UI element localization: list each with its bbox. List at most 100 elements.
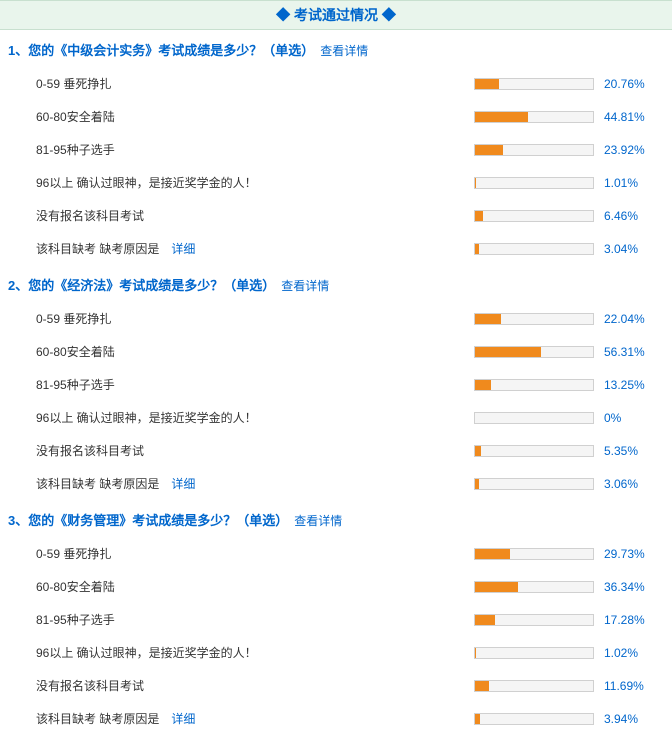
percent-value: 36.34% — [604, 580, 664, 594]
option-label: 96以上 确认过眼神，是接近奖学金的人！ — [8, 409, 308, 426]
bar-fill — [475, 79, 499, 89]
option-label-text: 0-59 垂死挣扎 — [36, 312, 111, 326]
option-label: 60-80安全着陆 — [8, 108, 308, 125]
option-label: 0-59 垂死挣扎 — [8, 545, 308, 562]
bar-track — [474, 144, 594, 156]
section-header: ◆ 考试通过情况 ◆ — [0, 0, 672, 30]
percent-value: 29.73% — [604, 547, 664, 561]
percent-value: 1.01% — [604, 176, 664, 190]
bar-track — [474, 346, 594, 358]
bar-track — [474, 445, 594, 457]
option-label: 该科目缺考 缺考原因是详细 — [8, 475, 308, 492]
bar-track — [474, 210, 594, 222]
percent-value: 1.02% — [604, 646, 664, 660]
option-label: 96以上 确认过眼神，是接近奖学金的人！ — [8, 174, 308, 191]
view-details-link[interactable]: 查看详情 — [320, 44, 368, 58]
option-row: 没有报名该科目考试 5.35% — [8, 434, 664, 467]
view-details-link[interactable]: 查看详情 — [294, 514, 342, 528]
percent-value: 17.28% — [604, 613, 664, 627]
option-label: 81-95种子选手 — [8, 376, 308, 393]
option-label-text: 该科目缺考 缺考原因是 — [36, 712, 159, 726]
question-block: 2、您的《经济法》考试成绩是多少？（单选） 查看详情 0-59 垂死挣扎22.04%… — [0, 265, 672, 500]
percent-value: 20.76% — [604, 77, 664, 91]
option-label: 没有报名该科目考试 — [8, 207, 308, 224]
option-row: 60-80安全着陆44.81% — [8, 100, 664, 133]
bar-fill — [475, 211, 483, 221]
detail-link[interactable]: 详细 — [171, 477, 195, 491]
option-row: 96以上 确认过眼神，是接近奖学金的人！ 1.02% — [8, 636, 664, 669]
option-row: 0-59 垂死挣扎22.04% — [8, 302, 664, 335]
percent-value: 3.94% — [604, 712, 664, 726]
bar-fill — [475, 549, 510, 559]
option-label-text: 96以上 确认过眼神，是接近奖学金的人！ — [36, 646, 257, 660]
detail-link[interactable]: 详细 — [171, 242, 195, 256]
bar-fill — [475, 380, 491, 390]
option-row: 该科目缺考 缺考原因是详细 3.94% — [8, 702, 664, 735]
option-label-text: 该科目缺考 缺考原因是 — [36, 477, 159, 491]
percent-value: 3.04% — [604, 242, 664, 256]
question-block: 3、您的《财务管理》考试成绩是多少？（单选）查看详情 0-59 垂死挣扎 29.73… — [0, 500, 672, 735]
option-label: 81-95种子选手 — [8, 141, 308, 158]
bar-fill — [475, 347, 541, 357]
option-label-text: 没有报名该科目考试 — [36, 679, 144, 693]
option-label: 96以上 确认过眼神，是接近奖学金的人！ — [8, 644, 308, 661]
option-row: 81-95种子选手 23.92% — [8, 133, 664, 166]
question-title: 3、您的《财务管理》考试成绩是多少？（单选）查看详情 — [8, 504, 664, 537]
question-index: 1、 — [8, 43, 28, 58]
option-label-text: 该科目缺考 缺考原因是 — [36, 242, 159, 256]
bar-track — [474, 713, 594, 725]
bar-track — [474, 478, 594, 490]
option-row: 81-95种子选手 17.28% — [8, 603, 664, 636]
section-title: 考试通过情况 — [294, 7, 378, 23]
bar-track — [474, 243, 594, 255]
option-label-text: 96以上 确认过眼神，是接近奖学金的人！ — [36, 176, 257, 190]
bar-fill — [475, 112, 528, 122]
bar-fill — [475, 314, 501, 324]
bar-fill — [475, 648, 476, 658]
bar-fill — [475, 244, 479, 254]
option-row: 60-80安全着陆 36.34% — [8, 570, 664, 603]
percent-value: 56.31% — [604, 345, 664, 359]
question-index: 2、 — [8, 278, 28, 293]
option-label: 81-95种子选手 — [8, 611, 308, 628]
questions-container: 1、您的《中级会计实务》考试成绩是多少？（单选）查看详情 0-59 垂死挣扎 20.… — [0, 30, 672, 735]
question-title: 1、您的《中级会计实务》考试成绩是多少？（单选）查看详情 — [8, 34, 664, 67]
view-details-link[interactable]: 查看详情 — [281, 279, 329, 293]
option-row: 81-95种子选手 13.25% — [8, 368, 664, 401]
option-label: 60-80安全着陆 — [8, 578, 308, 595]
percent-value: 23.92% — [604, 143, 664, 157]
bar-fill — [475, 178, 476, 188]
option-label: 没有报名该科目考试 — [8, 677, 308, 694]
option-label: 0-59 垂死挣扎 — [8, 310, 308, 327]
question-text: 您的《经济法》考试成绩是多少？（单选） — [28, 278, 275, 293]
percent-value: 3.06% — [604, 477, 664, 491]
option-label-text: 81-95种子选手 — [36, 613, 115, 627]
option-label: 没有报名该科目考试 — [8, 442, 308, 459]
option-label-text: 60-80安全着陆 — [36, 580, 115, 594]
option-row: 没有报名该科目考试11.69% — [8, 669, 664, 702]
bar-track — [474, 379, 594, 391]
bar-track — [474, 680, 594, 692]
percent-value: 13.25% — [604, 378, 664, 392]
bar-track — [474, 412, 594, 424]
option-row: 该科目缺考 缺考原因是详细 3.04% — [8, 232, 664, 265]
bar-track — [474, 647, 594, 659]
option-label-text: 81-95种子选手 — [36, 143, 115, 157]
bar-track — [474, 78, 594, 90]
option-label-text: 没有报名该科目考试 — [36, 209, 144, 223]
bar-track — [474, 111, 594, 123]
bar-fill — [475, 446, 481, 456]
option-row: 0-59 垂死挣扎 20.76% — [8, 67, 664, 100]
bar-fill — [475, 681, 489, 691]
question-block: 1、您的《中级会计实务》考试成绩是多少？（单选）查看详情 0-59 垂死挣扎 20.… — [0, 30, 672, 265]
option-row: 60-80安全着陆56.31% — [8, 335, 664, 368]
option-label-text: 60-80安全着陆 — [36, 110, 115, 124]
option-label: 0-59 垂死挣扎 — [8, 75, 308, 92]
percent-value: 6.46% — [604, 209, 664, 223]
bar-fill — [475, 479, 479, 489]
detail-link[interactable]: 详细 — [171, 712, 195, 726]
percent-value: 5.35% — [604, 444, 664, 458]
question-index: 3、 — [8, 513, 28, 528]
option-row: 96以上 确认过眼神，是接近奖学金的人！ 1.01% — [8, 166, 664, 199]
question-title: 2、您的《经济法》考试成绩是多少？（单选） 查看详情 — [8, 269, 664, 302]
